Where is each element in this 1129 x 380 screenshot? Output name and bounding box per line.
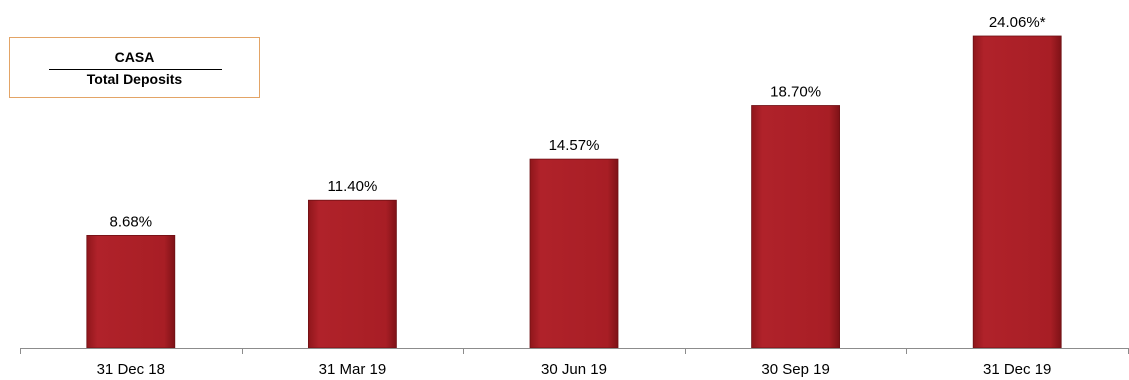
x-tick-label-5: 31 Dec 19 bbox=[983, 361, 1051, 378]
data-label-1: 8.68% bbox=[110, 213, 153, 230]
bar-2 bbox=[307, 199, 397, 349]
x-tick-label-1: 31 Dec 18 bbox=[97, 361, 165, 378]
x-tick-label-2: 31 Mar 19 bbox=[319, 361, 387, 378]
bar-5 bbox=[972, 35, 1062, 349]
x-tick-label-3: 30 Jun 19 bbox=[541, 361, 607, 378]
data-label-3: 14.57% bbox=[549, 137, 600, 154]
x-tick-label-4: 30 Sep 19 bbox=[761, 361, 829, 378]
data-label-2: 11.40% bbox=[328, 178, 378, 195]
data-label-4: 18.70% bbox=[770, 84, 821, 101]
data-label-5: 24.06%* bbox=[989, 14, 1046, 31]
legend-numerator: CASA bbox=[114, 49, 155, 65]
legend-fraction-line bbox=[49, 69, 222, 70]
bar-1 bbox=[86, 234, 176, 349]
legend-denominator: Total Deposits bbox=[86, 71, 183, 87]
bar-4 bbox=[751, 105, 840, 349]
bar-3 bbox=[529, 158, 619, 349]
ratio-legend-box: CASA Total Deposits bbox=[9, 37, 260, 98]
